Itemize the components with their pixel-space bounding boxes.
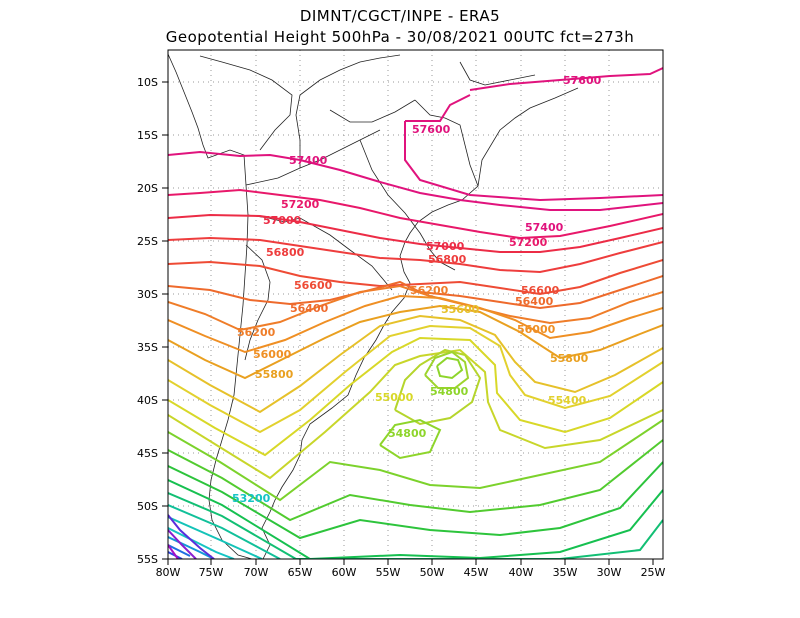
- lat-label: 40S: [137, 394, 158, 407]
- lon-label: 55W: [376, 566, 401, 579]
- border-7: [244, 244, 271, 361]
- contour-54400: [168, 439, 663, 522]
- contour-label: 57200: [509, 236, 548, 249]
- contour-53400: [168, 516, 263, 559]
- lat-label: 20S: [137, 182, 158, 195]
- lon-label: 80W: [156, 566, 181, 579]
- contour-label: 56800: [266, 246, 305, 259]
- contour-label: 56600: [521, 284, 560, 297]
- map-frame: [167, 49, 664, 560]
- map-title-line1: DIMNT/CGCT/INPE - ERA5: [299, 7, 501, 25]
- contour-55000: [168, 336, 663, 457]
- contour-52400: [168, 514, 215, 559]
- latitude-labels: 10S 15S 20S 25S 30S 35S 40S 45S 50S 55S: [137, 76, 158, 566]
- contour-label: 57600: [563, 74, 602, 87]
- contour-57200: [168, 188, 663, 240]
- lat-label: 30S: [137, 288, 158, 301]
- border-2: [247, 214, 393, 291]
- lat-label: 50S: [137, 500, 158, 513]
- contour-label: 55800: [255, 368, 294, 381]
- contour-54800-ring-b: [379, 418, 442, 460]
- longitude-labels: 80W 75W 70W 65W 60W 55W 50W 45W 40W 35W …: [156, 566, 666, 579]
- map-title-line2: Geopotential Height 500hPa - 30/08/2021 …: [165, 28, 635, 46]
- lon-label: 45W: [464, 566, 489, 579]
- border-3: [295, 54, 401, 168]
- contour-label: 55600: [441, 303, 480, 316]
- contour-53200: [168, 527, 235, 559]
- contour-label: 56600: [294, 279, 333, 292]
- contour-54000: [168, 479, 663, 559]
- contour-label: 56200: [410, 284, 449, 297]
- contour-low-ring-2: [424, 350, 470, 389]
- contour-53800: [168, 492, 663, 559]
- contour-label: 57200: [281, 198, 320, 211]
- contour-low-ring-1: [394, 348, 482, 426]
- lat-label: 10S: [137, 76, 158, 89]
- contour-57600-side: [405, 94, 471, 122]
- contour-57600-north: [469, 67, 663, 91]
- contour-54600: [168, 419, 663, 502]
- coastlines: [168, 53, 579, 559]
- contour-label: 57000: [426, 240, 465, 253]
- contour-label: 55000: [375, 391, 414, 404]
- contour-54200: [168, 461, 663, 540]
- lon-label: 65W: [288, 566, 313, 579]
- contour-55400: [168, 324, 663, 434]
- tick-marks: [162, 81, 654, 565]
- border-4: [359, 139, 456, 271]
- lat-label: 15S: [137, 129, 158, 142]
- lat-label: 45S: [137, 447, 158, 460]
- lon-label: 35W: [553, 566, 578, 579]
- contour-53600: [168, 504, 281, 559]
- contour-label: 56800: [428, 253, 467, 266]
- border-8: [329, 99, 416, 123]
- contour-label: 57000: [263, 214, 302, 227]
- contour-label: 57600: [412, 123, 451, 136]
- contour-label: 55400: [548, 394, 587, 407]
- contour-labels: 57600 57600 57400 57400 57200 57200 5700…: [232, 74, 602, 505]
- contour-label: 57400: [525, 221, 564, 234]
- contour-label: 54800: [430, 385, 469, 398]
- border-5: [199, 55, 293, 151]
- contour-57400: [168, 150, 663, 211]
- west-coast: [168, 53, 253, 559]
- contour-low-ring-3: [436, 356, 464, 380]
- contour-57000: [168, 213, 663, 253]
- contour-52000: [168, 544, 179, 559]
- contour-label: 56000: [253, 348, 292, 361]
- contour-56800: [168, 236, 663, 274]
- border-6: [414, 99, 479, 187]
- contour-label: 56000: [517, 323, 556, 336]
- contour-label: 54800: [388, 427, 427, 440]
- contour-55800: [168, 304, 663, 380]
- lon-label: 60W: [332, 566, 357, 579]
- contour-55600: [168, 314, 663, 414]
- contour-label: 56400: [290, 302, 329, 315]
- contour-52800: [168, 544, 191, 557]
- contour-56400: [168, 275, 663, 310]
- contour-label: 56200: [237, 326, 276, 339]
- contour-label: 55800: [550, 352, 589, 365]
- lon-label: 50W: [420, 566, 445, 579]
- contour-57600-loop: [404, 121, 663, 202]
- border-9: [459, 61, 536, 86]
- lat-label: 25S: [137, 235, 158, 248]
- contour-56200: [168, 284, 663, 332]
- contour-label: 57400: [289, 154, 328, 167]
- lat-label: 55S: [137, 553, 158, 566]
- contour-56600: [168, 259, 663, 296]
- lon-label: 75W: [199, 566, 224, 579]
- lon-label: 70W: [244, 566, 269, 579]
- contour-52200: [168, 529, 197, 559]
- east-coast: [261, 87, 579, 559]
- lon-label: 25W: [641, 566, 666, 579]
- contour-label: 56400: [515, 295, 554, 308]
- lon-label: 30W: [597, 566, 622, 579]
- lat-label: 35S: [137, 341, 158, 354]
- lon-label: 40W: [509, 566, 534, 579]
- contour-label: 53200: [232, 492, 271, 505]
- contour-56000: [168, 294, 663, 354]
